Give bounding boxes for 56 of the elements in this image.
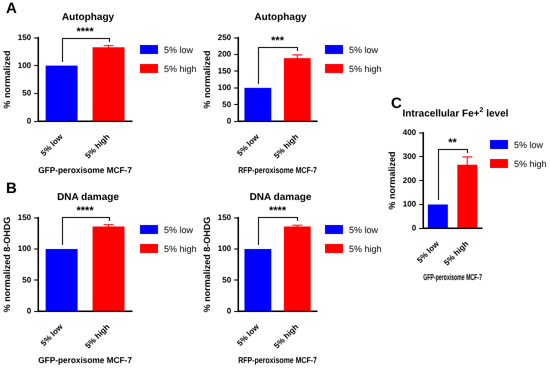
y-tick-label: 250 xyxy=(218,33,232,42)
y-tick-label: 100 xyxy=(18,60,32,70)
y-tick-label: 0 xyxy=(26,116,32,126)
y-axis-title: % normalized xyxy=(386,152,397,210)
y-axis-title: % normalized 8-OHDG xyxy=(2,216,12,312)
legend-label: 5% low xyxy=(349,224,378,234)
x-tick-label: 5% low xyxy=(235,322,262,348)
text: A xyxy=(6,0,17,17)
text: **** xyxy=(76,204,95,217)
y-axis-title: % normalized xyxy=(2,50,12,109)
y-tick-label: 200 xyxy=(218,50,232,59)
x-tick-label: 5% low xyxy=(39,322,66,348)
y-tick-label: 400 xyxy=(402,128,417,138)
y-tick-label: 150 xyxy=(18,213,32,222)
y-tick-label: 0 xyxy=(412,224,417,233)
y-tick-label: 150 xyxy=(218,66,232,76)
y-tick-label: 0 xyxy=(26,306,32,316)
y-tick-label: 0 xyxy=(226,116,232,126)
x-axis-title: RFP-peroxisome MCF-7 xyxy=(238,166,317,176)
y-tick-label: 100 xyxy=(218,83,232,92)
y-tick-label: 50 xyxy=(22,275,32,284)
y-tick-label: 150 xyxy=(18,33,32,42)
x-axis-title: GFP-peroxisome MCF-7 xyxy=(38,355,132,366)
y-tick-label: 0 xyxy=(226,306,232,316)
y-tick-label: 300 xyxy=(402,152,417,161)
chart-title: DNA damage xyxy=(57,192,119,203)
text: **** xyxy=(268,205,288,218)
legend-label: 5% low xyxy=(164,44,194,54)
legend-label: 5% high xyxy=(349,64,382,74)
y-tick-label: 100 xyxy=(18,244,32,254)
y-axis-title: % normalized xyxy=(202,50,212,109)
y-tick-label: 50 xyxy=(222,100,232,109)
x-axis-title: GFP-peroxisome MCF-7 xyxy=(38,165,132,176)
y-tick-label: 200 xyxy=(402,176,417,185)
chart-title: DNA damage xyxy=(248,192,312,203)
chart-title: Autophagy xyxy=(62,12,114,23)
y-tick-label: 150 xyxy=(218,213,232,222)
x-tick-label: 5% low xyxy=(235,132,262,158)
legend-label: 5% high xyxy=(164,64,197,74)
x-axis-title: RFP-peroxisome MCF-7 xyxy=(238,356,317,366)
legend-label: 5% low xyxy=(164,224,194,234)
annotation: *** xyxy=(270,34,285,47)
y-axis-title: % normalized 8-OHDG xyxy=(202,216,212,312)
text: B xyxy=(6,180,17,197)
y-tick-label: 100 xyxy=(218,244,232,254)
chart-title: Autophagy xyxy=(253,12,308,23)
chart-title: Intracellular Fe+$^{2}$ level xyxy=(402,107,508,120)
text: C xyxy=(391,95,402,112)
y-tick-label: 50 xyxy=(22,88,32,98)
x-tick-label: 5% low xyxy=(39,132,66,158)
legend-label: 5% high xyxy=(514,158,547,168)
legend-label: 5% low xyxy=(349,44,378,54)
annotation: ** xyxy=(447,136,458,149)
y-tick-label: 100 xyxy=(402,200,417,209)
text: **** xyxy=(76,26,95,38)
y-tick-label: 50 xyxy=(222,275,232,284)
